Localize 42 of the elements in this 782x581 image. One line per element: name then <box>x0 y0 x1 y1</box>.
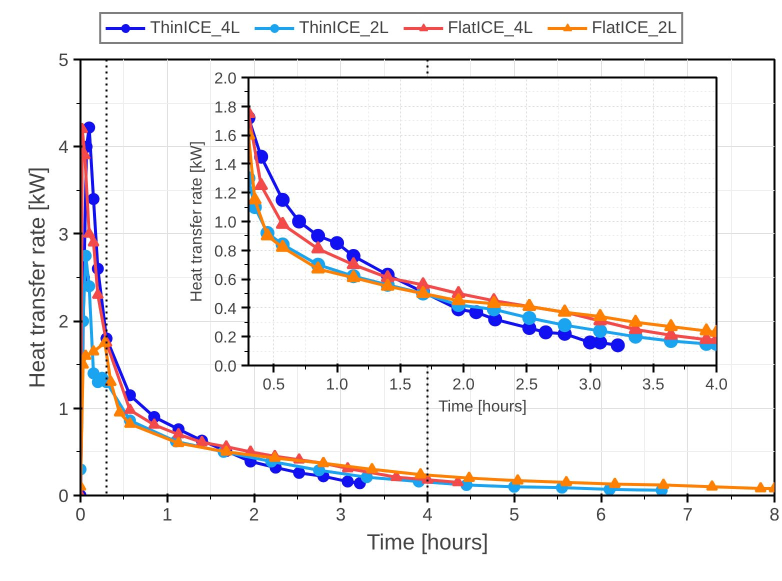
y-tick-label: 0 <box>58 486 69 506</box>
x-tick-label: 2.0 <box>452 376 475 394</box>
legend-label: FlatICE_2L <box>592 18 677 38</box>
x-tick-label: 5 <box>509 504 520 524</box>
y-tick-label: 0.6 <box>214 272 237 290</box>
y-tick-label: 1.0 <box>214 214 237 232</box>
x-axis-title: Time [hours] <box>366 530 488 554</box>
y-tick-label: 1.2 <box>214 186 237 203</box>
y-tick-label: 0.0 <box>214 358 237 376</box>
x-tick-label: 0.5 <box>262 376 286 394</box>
x-tick-label: 3 <box>336 504 346 524</box>
y-tick-label: 1.4 <box>214 156 237 174</box>
x-tick-label: 0 <box>75 504 86 524</box>
x-tick-label: 3.5 <box>642 376 664 394</box>
x-tick-label: 4.0 <box>705 376 728 394</box>
x-tick-label: 3.0 <box>578 376 602 394</box>
y-tick-label: 4 <box>58 137 69 158</box>
y-tick-label: 1 <box>58 398 69 419</box>
y-tick-label: 0.4 <box>214 300 237 318</box>
x-tick-label: 1.5 <box>389 376 412 394</box>
x-tick-label: 7 <box>682 504 693 524</box>
y-tick-label: 3 <box>58 224 69 244</box>
legend-label: ThinICE_4L <box>150 18 240 38</box>
x-tick-label: 6 <box>596 504 606 524</box>
x-tick-label: 1.0 <box>326 376 348 394</box>
legend-label: ThinICE_2L <box>298 18 389 38</box>
x-tick-label: 2.5 <box>516 376 538 394</box>
y-tick-label: 5 <box>58 50 69 70</box>
y-tick-label: 2.0 <box>214 70 237 88</box>
x-tick-label: 1 <box>162 504 172 524</box>
y-axis-title: Heat transfer rate [kW] <box>24 166 50 388</box>
y-axis-title: Heat transfer rate [kW] <box>188 141 206 302</box>
x-axis-title: Time [hours] <box>438 398 527 416</box>
y-tick-label: 0.8 <box>214 243 237 260</box>
x-tick-label: 8 <box>769 504 780 524</box>
y-tick-label: 1.8 <box>214 99 237 116</box>
y-tick-label: 1.6 <box>214 128 237 146</box>
x-tick-label: 4 <box>422 504 433 524</box>
y-tick-label: 0.2 <box>214 330 237 347</box>
legend-label: FlatICE_4L <box>448 18 533 38</box>
x-tick-label: 2 <box>248 504 260 524</box>
y-tick-label: 2 <box>58 312 69 332</box>
